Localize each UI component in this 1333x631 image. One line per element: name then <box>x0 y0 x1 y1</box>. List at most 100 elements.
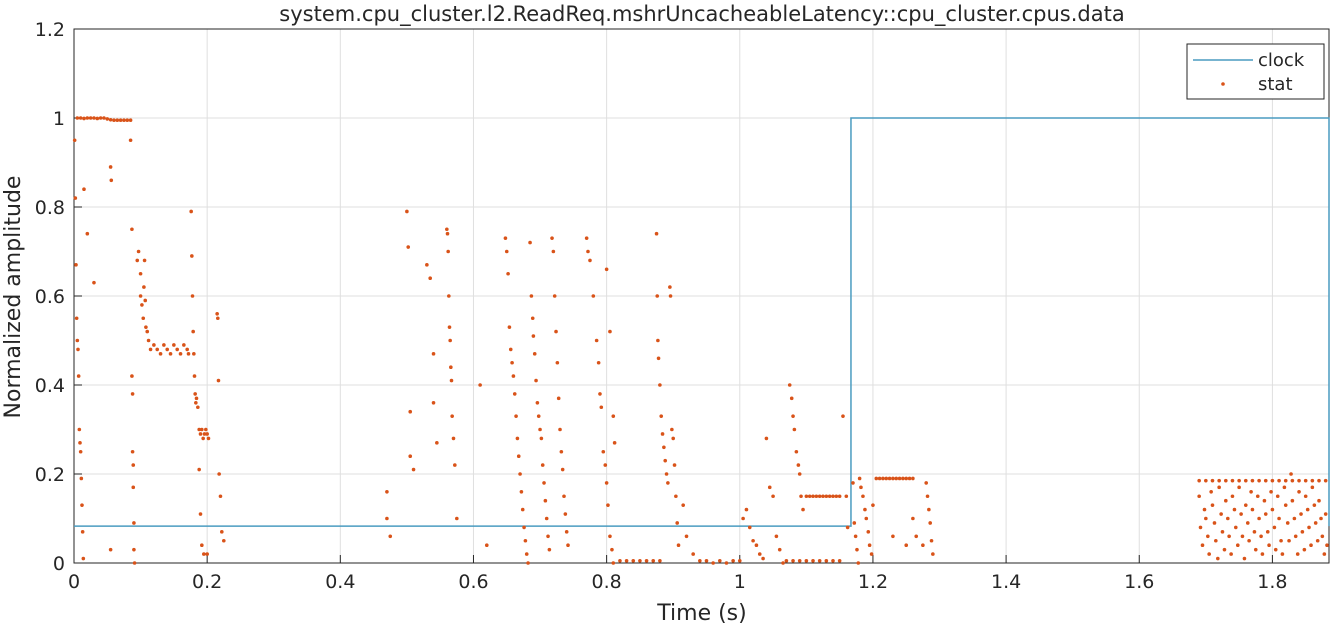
data-point-stat <box>754 543 759 547</box>
data-point-stat <box>608 534 612 539</box>
data-point-stat <box>1317 478 1321 483</box>
data-point-stat <box>907 476 912 481</box>
data-point-stat <box>158 352 163 356</box>
data-point-stat <box>644 558 649 563</box>
data-point-stat <box>198 432 203 436</box>
data-point-stat <box>82 187 86 191</box>
data-point-stat <box>671 436 676 441</box>
data-point-stat <box>406 245 411 249</box>
data-point-stat <box>79 476 84 481</box>
data-point-stat <box>1233 525 1238 530</box>
data-point-stat <box>1249 490 1253 494</box>
data-point-stat <box>411 467 416 472</box>
data-point-stat <box>1302 547 1307 552</box>
data-point-stat <box>518 472 522 476</box>
y-axis-tick-labels: 0 0.2 0.4 0.6 0.8 1 1.2 <box>35 19 65 575</box>
data-point-stat <box>841 414 845 418</box>
data-point-stat <box>175 347 179 352</box>
data-point-stat <box>914 534 919 539</box>
data-point-stat <box>385 490 389 494</box>
data-point-stat <box>78 116 83 120</box>
data-point-stat <box>122 118 126 123</box>
data-point-stat <box>1243 478 1248 483</box>
data-point-stat <box>599 405 604 410</box>
data-point-stat <box>540 463 545 467</box>
data-point-stat <box>1323 478 1328 483</box>
data-point-stat <box>1280 552 1285 556</box>
data-point-stat <box>108 117 113 122</box>
data-point-stat <box>102 116 106 120</box>
data-point-stat <box>1283 503 1288 507</box>
data-point-stat <box>550 236 554 240</box>
data-point-stat <box>1305 507 1310 512</box>
data-point-stat <box>1253 547 1258 552</box>
data-point-stat <box>388 534 393 539</box>
data-point-stat <box>1315 538 1320 543</box>
data-point-stat <box>1204 478 1208 483</box>
data-point-stat <box>731 558 735 563</box>
y-tick-label: 0.4 <box>35 375 65 397</box>
data-point-stat <box>74 263 78 267</box>
data-point-stat <box>132 521 136 525</box>
data-point-stat <box>552 294 557 298</box>
data-point-stat <box>1267 543 1271 547</box>
data-point-stat <box>222 538 226 543</box>
data-point-stat <box>789 396 794 401</box>
data-point-stat <box>178 352 183 356</box>
data-point-stat <box>811 494 815 499</box>
data-point-stat <box>594 338 599 343</box>
data-point-stat <box>1214 538 1218 543</box>
data-point-stat <box>675 521 679 525</box>
data-point-stat <box>109 178 114 183</box>
data-point-stat <box>874 476 879 481</box>
data-point-stat <box>566 543 570 547</box>
x-tick-label: 1.8 <box>1257 571 1287 593</box>
data-point-stat <box>216 316 220 321</box>
data-point-stat <box>510 360 514 365</box>
data-point-stat <box>1322 552 1327 556</box>
x-tick-label: 0.4 <box>325 571 355 593</box>
data-point-stat <box>519 490 524 494</box>
data-point-stat <box>455 516 459 521</box>
data-point-stat <box>774 534 779 539</box>
data-point-stat <box>451 436 456 441</box>
data-point-stat <box>1207 552 1211 556</box>
data-point-stat <box>1255 494 1260 499</box>
data-point-stat <box>1242 556 1247 561</box>
legend-label-stat: stat <box>1258 74 1293 95</box>
data-point-stat <box>190 254 194 258</box>
data-point-stat <box>881 476 885 481</box>
data-point-stat <box>98 116 103 120</box>
data-point-stat <box>140 303 144 307</box>
data-point-stat <box>771 494 775 499</box>
data-point-stat <box>142 258 147 263</box>
data-point-stat <box>144 325 148 329</box>
data-point-stat <box>751 538 755 543</box>
data-point-stat <box>921 543 925 547</box>
data-point-stat <box>658 383 662 387</box>
data-point-stat <box>1313 521 1318 525</box>
data-point-stat <box>611 414 616 418</box>
data-point-stat <box>656 338 660 343</box>
data-point-stat <box>206 436 211 441</box>
y-tick-label: 0 <box>53 553 65 575</box>
data-point-stat <box>807 494 812 499</box>
data-point-stat <box>663 458 668 463</box>
data-point-stat <box>811 558 815 563</box>
x-tick-label: 0.6 <box>458 571 488 593</box>
data-point-stat <box>612 441 617 445</box>
data-point-stat <box>684 534 689 539</box>
data-point-stat <box>603 463 608 467</box>
data-point-stat <box>425 263 429 267</box>
data-point-stat <box>556 396 561 401</box>
data-point-stat <box>787 383 792 387</box>
data-point-stat <box>507 325 512 329</box>
data-point-stat <box>792 427 797 432</box>
data-point-stat <box>530 316 535 321</box>
data-point-stat <box>531 334 536 338</box>
data-point-stat <box>867 543 872 547</box>
y-axis-title: Normalized amplitude <box>1 176 26 419</box>
data-point-stat <box>1198 525 1203 530</box>
